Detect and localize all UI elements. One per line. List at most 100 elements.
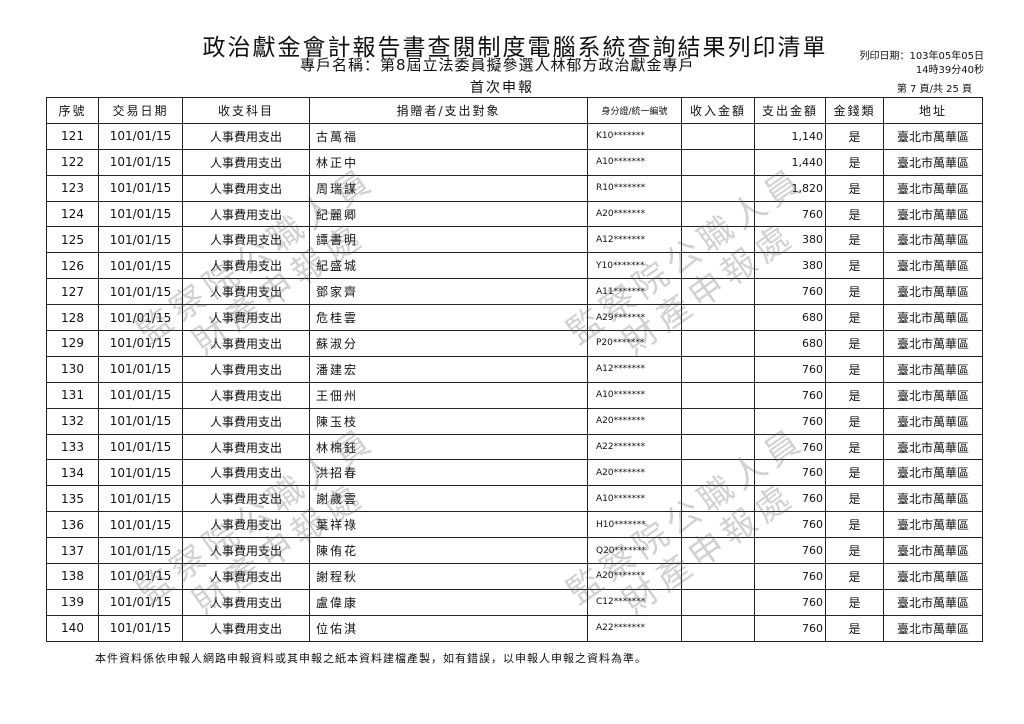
table-cell: 132 bbox=[46, 407, 99, 435]
table-cell: 101/01/15 bbox=[98, 122, 183, 150]
table-cell: 臺北市萬華區 bbox=[883, 563, 983, 590]
account-name: 專戶名稱：第8屆立法委員擬參選人林郁方政治獻金專戶 bbox=[300, 56, 695, 74]
table-row: 133 101/01/15 人事費用支出 林棉鈺 A22******* 760 是臺北市萬華… bbox=[46, 433, 983, 461]
table-cell: 人事費用支出 bbox=[182, 614, 310, 642]
table-cell: 臺北市萬華區 bbox=[883, 200, 983, 228]
table-cell: 臺北市萬華區 bbox=[883, 122, 983, 150]
table-cell: 是 bbox=[825, 252, 884, 280]
table-cell: 380 bbox=[754, 252, 826, 280]
table-cell bbox=[681, 511, 755, 539]
table-cell: 1,820 bbox=[754, 174, 826, 202]
table-row: 124 101/01/15 人事費用支出 紀麗卿 A20******* 760 是臺北市萬華… bbox=[46, 200, 983, 228]
table-row: 127 101/01/15 人事費用支出 鄧家齊 A11******* 760 是臺北市萬華… bbox=[46, 278, 983, 306]
table-cell: P20******* bbox=[587, 330, 682, 357]
table-cell bbox=[681, 200, 755, 228]
table-cell: 是 bbox=[825, 537, 884, 565]
table-cell: A10******* bbox=[587, 148, 682, 176]
table-cell: 譚書明 bbox=[309, 226, 588, 254]
table-cell bbox=[681, 614, 755, 642]
table-cell: H10******* bbox=[587, 511, 682, 539]
table-cell: 盧偉康 bbox=[309, 588, 588, 616]
table-cell: 臺北市萬華區 bbox=[883, 174, 983, 202]
table-cell: 101/01/15 bbox=[98, 537, 183, 565]
column-header: 金錢類 bbox=[825, 97, 884, 124]
table-cell: 760 bbox=[754, 614, 826, 642]
table-cell: 101/01/15 bbox=[98, 330, 183, 357]
table-cell: 760 bbox=[754, 433, 826, 461]
table-cell: 1,140 bbox=[754, 122, 826, 150]
table-cell: 人事費用支出 bbox=[182, 485, 310, 513]
table-row: 137 101/01/15 人事費用支出 陳侑花 Q20******* 760 是臺北市萬華… bbox=[46, 537, 983, 565]
table-cell: 760 bbox=[754, 407, 826, 435]
table-row: 132 101/01/15 人事費用支出 陳玉枝 A20******* 760 是臺北市萬華… bbox=[46, 407, 983, 435]
table-cell: 周瑞謀 bbox=[309, 174, 588, 202]
table-cell: A10******* bbox=[587, 381, 682, 409]
table-cell: 臺北市萬華區 bbox=[883, 381, 983, 409]
page-title: 政治獻金會計報告書查閱制度電腦系統查詢結果列印清單 bbox=[202, 35, 828, 61]
table-cell: 葉祥祿 bbox=[309, 511, 588, 539]
table-cell: 101/01/15 bbox=[98, 278, 183, 306]
table-cell: 臺北市萬華區 bbox=[883, 252, 983, 280]
table-cell bbox=[681, 588, 755, 616]
table-cell: 臺北市萬華區 bbox=[883, 304, 983, 332]
table-cell: 760 bbox=[754, 355, 826, 383]
table-cell bbox=[681, 278, 755, 306]
table-cell: 人事費用支出 bbox=[182, 433, 310, 461]
table-cell: 臺北市萬華區 bbox=[883, 278, 983, 306]
table-cell: 人事費用支出 bbox=[182, 174, 310, 202]
table-cell: 人事費用支出 bbox=[182, 304, 310, 332]
table-cell: 140 bbox=[46, 614, 99, 642]
table-cell: 101/01/15 bbox=[98, 614, 183, 642]
table-cell: A20******* bbox=[587, 200, 682, 228]
table-cell: 林正中 bbox=[309, 148, 588, 176]
table-cell: 是 bbox=[825, 485, 884, 513]
table-cell bbox=[681, 381, 755, 409]
table-cell: 是 bbox=[825, 122, 884, 150]
table-cell bbox=[681, 226, 755, 254]
table-cell: 林棉鈺 bbox=[309, 433, 588, 461]
table-cell: A12******* bbox=[587, 226, 682, 254]
table-cell: 760 bbox=[754, 588, 826, 616]
table-cell: A12******* bbox=[587, 355, 682, 383]
records-table: 序號 交易日期 收支科目 捐贈者/支出對象 身分證/統一編號 收入金額 支出金額 金錢類 地址 … bbox=[46, 97, 983, 642]
table-cell: 洪招春 bbox=[309, 459, 588, 487]
table-cell: 臺北市萬華區 bbox=[883, 355, 983, 383]
column-header: 序號 bbox=[46, 97, 99, 124]
table-cell: 王佃州 bbox=[309, 381, 588, 409]
table-cell: A10******* bbox=[587, 485, 682, 513]
table-cell: 紀盛城 bbox=[309, 252, 588, 280]
table-cell: 人事費用支出 bbox=[182, 381, 310, 409]
print-date: 列印日期：103年05年05日 14時39分40秒 bbox=[859, 51, 984, 76]
table-header-row: 序號 交易日期 收支科目 捐贈者/支出對象 身分證/統一編號 收入金額 支出金額 金錢類 地址 bbox=[46, 97, 983, 124]
table-cell: 是 bbox=[825, 588, 884, 616]
table-cell: A20******* bbox=[587, 459, 682, 487]
table-cell: A20******* bbox=[587, 563, 682, 590]
table-cell bbox=[681, 537, 755, 565]
table-cell: 760 bbox=[754, 381, 826, 409]
table-cell: 124 bbox=[46, 200, 99, 228]
table-row: 122 101/01/15 人事費用支出 林正中 A10******* 1,440 是臺北市… bbox=[46, 148, 983, 176]
table-cell: 125 bbox=[46, 226, 99, 254]
table-cell: 101/01/15 bbox=[98, 459, 183, 487]
table-cell: 臺北市萬華區 bbox=[883, 148, 983, 176]
table-cell: 是 bbox=[825, 614, 884, 642]
table-cell: 紀麗卿 bbox=[309, 200, 588, 228]
table-cell: 人事費用支出 bbox=[182, 148, 310, 176]
table-cell: 蘇淑分 bbox=[309, 330, 588, 357]
table-cell: 人事費用支出 bbox=[182, 200, 310, 228]
table-cell: 121 bbox=[46, 122, 99, 150]
table-cell: 臺北市萬華區 bbox=[883, 459, 983, 487]
table-cell: 是 bbox=[825, 355, 884, 383]
column-header: 收入金額 bbox=[681, 97, 755, 124]
table-cell: 是 bbox=[825, 304, 884, 332]
table-cell: 127 bbox=[46, 278, 99, 306]
table-cell bbox=[681, 330, 755, 357]
table-cell bbox=[681, 252, 755, 280]
table-cell: 101/01/15 bbox=[98, 588, 183, 616]
table-cell: 謝歲雲 bbox=[309, 485, 588, 513]
table-cell: C12******* bbox=[587, 588, 682, 616]
table-cell: 101/01/15 bbox=[98, 226, 183, 254]
table-cell: 380 bbox=[754, 226, 826, 254]
table-cell: 是 bbox=[825, 511, 884, 539]
table-cell bbox=[681, 563, 755, 590]
